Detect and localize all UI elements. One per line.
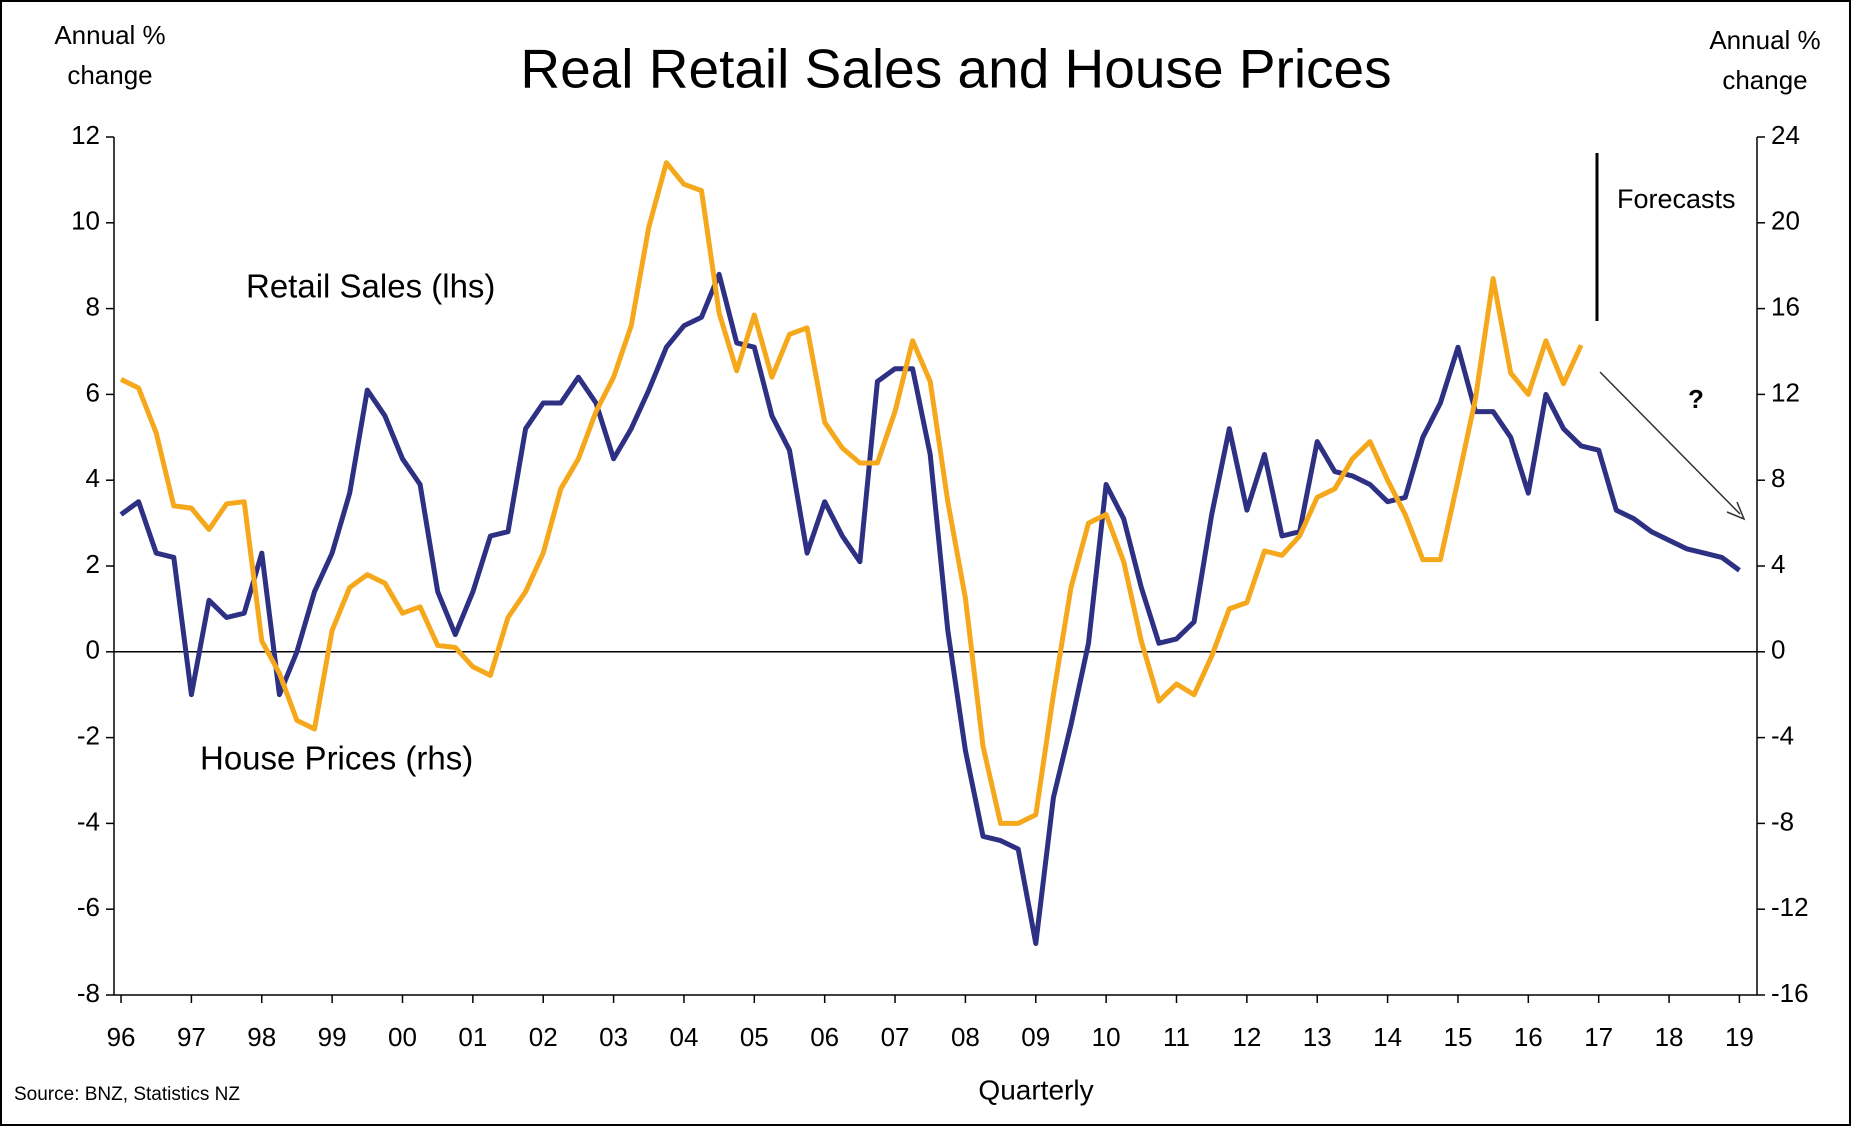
legend-label: House Prices (rhs) (200, 740, 473, 777)
x-tick-label: 07 (881, 1022, 910, 1052)
y-tick-label: 10 (71, 206, 100, 236)
y-tick-label: 2 (86, 549, 100, 579)
x-tick-label: 14 (1373, 1022, 1402, 1052)
arrow-head (1726, 501, 1746, 521)
y-tick-label: 12 (71, 120, 100, 150)
x-tick-label: 09 (1021, 1022, 1050, 1052)
arrow (1599, 371, 1741, 515)
y2-tick-label: -12 (1771, 892, 1809, 922)
legend-label: Retail Sales (lhs) (246, 268, 495, 305)
y2-tick-label: 12 (1771, 377, 1800, 407)
x-tick-label: 01 (458, 1022, 487, 1052)
x-tick-label: 02 (529, 1022, 558, 1052)
y2-tick-label: 16 (1771, 291, 1800, 321)
y-axis-label: Annual % change (54, 20, 166, 90)
x-tick-label: 18 (1655, 1022, 1684, 1052)
y-tick-label: 0 (86, 635, 100, 665)
x-tick-label: 17 (1584, 1022, 1613, 1052)
y-tick-label: -8 (77, 978, 100, 1008)
x-tick-label: 15 (1443, 1022, 1472, 1052)
x-tick-label: 08 (951, 1022, 980, 1052)
x-tick-label: 03 (599, 1022, 628, 1052)
y2-tick-label: -16 (1771, 978, 1809, 1008)
x-tick-label: 06 (810, 1022, 839, 1052)
x-tick-label: 13 (1303, 1022, 1332, 1052)
y-tick-label: -2 (77, 720, 100, 750)
annotation: ? (1688, 384, 1704, 414)
y2-axis-label: Annual % change (1709, 25, 1821, 95)
y2-tick-label: 4 (1771, 549, 1785, 579)
x-tick-label: 05 (740, 1022, 769, 1052)
series-line (119, 271, 1741, 946)
y2-tick-label: -4 (1771, 720, 1794, 750)
x-tick-label: 10 (1092, 1022, 1121, 1052)
y-tick-label: 8 (86, 291, 100, 321)
y2-tick-label: 8 (1771, 463, 1785, 493)
x-tick-label: 19 (1725, 1022, 1754, 1052)
x-tick-label: 04 (669, 1022, 698, 1052)
y-tick-label: 4 (86, 463, 100, 493)
x-tick-label: 11 (1163, 1022, 1190, 1052)
annotation: Forecasts (1617, 184, 1736, 214)
x-axis-label: Quarterly (978, 1074, 1093, 1105)
x-tick-label: 96 (107, 1022, 136, 1052)
y2-tick-label: -8 (1771, 806, 1794, 836)
x-tick-label: 00 (388, 1022, 417, 1052)
x-tick-label: 97 (177, 1022, 206, 1052)
y2-tick-label: 20 (1771, 206, 1800, 236)
x-tick-label: 16 (1514, 1022, 1543, 1052)
series-line (119, 160, 1584, 826)
x-tick-label: 98 (247, 1022, 276, 1052)
y-tick-label: -4 (77, 806, 100, 836)
x-tick-label: 12 (1232, 1022, 1261, 1052)
y2-tick-label: 24 (1771, 120, 1800, 150)
x-tick-label: 99 (318, 1022, 347, 1052)
source: Source: BNZ, Statistics NZ (14, 1084, 240, 1105)
y2-tick-label: 0 (1771, 635, 1785, 665)
y-tick-label: -6 (77, 892, 100, 922)
y-tick-label: 6 (86, 377, 100, 407)
chart-title: Real Retail Sales and House Prices (520, 38, 1391, 100)
